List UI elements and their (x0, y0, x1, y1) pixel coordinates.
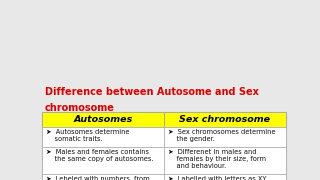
FancyBboxPatch shape (43, 174, 164, 180)
Text: Difference between Autosome and Sex: Difference between Autosome and Sex (45, 87, 259, 97)
Text: chromosome: chromosome (45, 103, 115, 113)
FancyBboxPatch shape (164, 127, 285, 147)
Text: Autosomes: Autosomes (74, 115, 133, 124)
Text: ➤  Males and females contains
    the same copy of autosomes.: ➤ Males and females contains the same co… (46, 149, 154, 162)
Text: ➤  Autosomes determine
    somatic traits.: ➤ Autosomes determine somatic traits. (46, 129, 130, 142)
FancyBboxPatch shape (164, 147, 285, 174)
Text: Sex chromosome: Sex chromosome (179, 115, 270, 124)
FancyBboxPatch shape (43, 112, 285, 180)
FancyBboxPatch shape (164, 174, 285, 180)
FancyBboxPatch shape (43, 127, 164, 147)
Text: ➤  Differenet in males and
    females by their size, form
    and behaviour.: ➤ Differenet in males and females by the… (168, 149, 266, 169)
FancyBboxPatch shape (164, 112, 285, 127)
Text: ➤  Sex chromosomes determine
    the gender.: ➤ Sex chromosomes determine the gender. (168, 129, 275, 142)
Text: ➤  Lebeled with numbers, from
    1 to 22.: ➤ Lebeled with numbers, from 1 to 22. (46, 176, 150, 180)
FancyBboxPatch shape (43, 112, 164, 127)
FancyBboxPatch shape (43, 147, 164, 174)
Text: ➤  Labelled with letters as XY,
    ZW, XO and ZO.: ➤ Labelled with letters as XY, ZW, XO an… (168, 176, 268, 180)
